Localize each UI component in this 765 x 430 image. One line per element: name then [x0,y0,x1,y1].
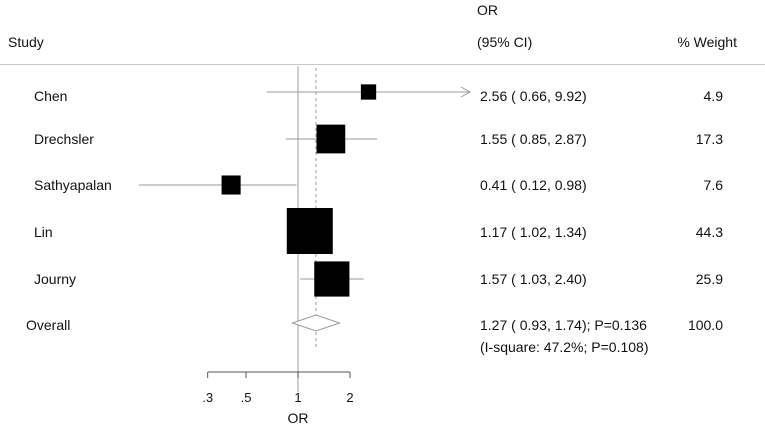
weight-box-sathyapalan [221,175,241,195]
ci-text-chen: 2.56 ( 0.66, 9.92) [480,88,587,104]
study-column-header: Study [8,34,44,50]
study-name-sathyapalan: Sathyapalan [34,177,112,193]
overall-label: Overall [26,317,71,333]
weight-box-drechsler [316,124,346,154]
weight-text-drechsler: 17.3 [695,131,723,147]
study-name-journy: Journy [34,271,77,287]
study-name-drechsler: Drechsler [34,131,94,147]
ci-text-sathyapalan: 0.41 ( 0.12, 0.98) [480,177,587,193]
ci-column-header: (95% CI) [477,34,533,50]
weight-text-lin: 44.3 [695,224,723,240]
header-divider [0,64,765,65]
weight-column-header: % Weight [677,34,737,50]
ci-text-journy: 1.57 ( 1.03, 2.40) [480,271,587,287]
weight-box-journy [314,261,350,297]
weight-text-sathyapalan: 7.6 [703,177,723,193]
weight-box-lin [286,208,333,254]
overall-ci-text: 1.27 ( 0.93, 1.74); P=0.136 [480,317,647,333]
ci-text-lin: 1.17 ( 1.02, 1.34) [480,224,587,240]
or-column-header: OR [477,2,498,18]
ci-arrow-right-chen [460,86,472,98]
x-tick-label-2: 1 [294,390,301,405]
study-name-lin: Lin [34,224,53,240]
x-tick-label-1: .5 [241,390,252,405]
weight-text-chen: 4.9 [703,88,723,104]
weight-text-journy: 25.9 [695,271,723,287]
x-tick-label-0: .3 [202,390,213,405]
weight-box-chen [360,84,377,100]
overall-weight-text: 100.0 [687,317,723,333]
heterogeneity-text: (I-square: 47.2%; P=0.108) [480,339,649,355]
ci-text-drechsler: 1.55 ( 0.85, 2.87) [480,131,587,147]
study-name-chen: Chen [34,88,68,104]
x-tick-label-3: 2 [346,390,353,405]
x-axis-title: OR [288,410,309,426]
overall-diamond [291,314,342,332]
